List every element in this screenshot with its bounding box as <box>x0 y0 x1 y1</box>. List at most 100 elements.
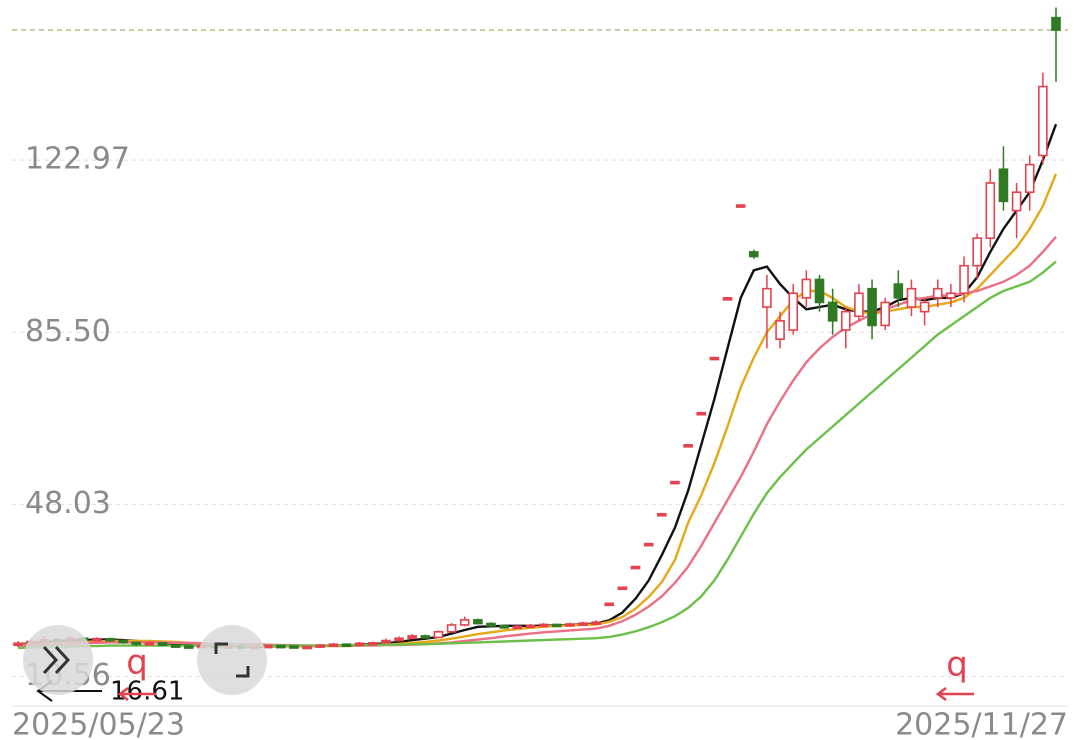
x-tick-label: 2025/05/23 <box>12 708 185 740</box>
candle <box>512 624 523 630</box>
expand-button[interactable] <box>23 625 93 695</box>
candle <box>932 279 943 308</box>
candle-body <box>591 621 601 625</box>
candle <box>827 288 838 335</box>
candle-body <box>13 642 23 647</box>
candle <box>157 642 168 647</box>
candle-body <box>407 635 417 640</box>
button-bg[interactable] <box>197 625 267 695</box>
candle <box>433 630 444 639</box>
candle <box>341 643 352 648</box>
candle-body <box>657 512 667 517</box>
candle-body <box>1038 85 1048 157</box>
candle <box>486 622 496 628</box>
candle-body <box>696 411 707 416</box>
candle-body <box>525 624 536 629</box>
y-tick-label: 160.44 <box>25 0 130 5</box>
fullscreen-button[interactable] <box>197 625 267 695</box>
candle <box>657 512 667 517</box>
y-tick-label: 122.97 <box>25 142 130 177</box>
candle-body <box>473 619 483 625</box>
candle-body <box>788 292 799 331</box>
candle-body <box>840 310 851 331</box>
candle <box>118 639 128 644</box>
candle <box>630 565 641 570</box>
candle <box>670 480 680 485</box>
candle <box>394 636 404 642</box>
candle <box>315 644 326 648</box>
candle <box>801 270 812 308</box>
candle <box>184 645 194 649</box>
candle <box>906 279 917 317</box>
candle-body <box>118 639 128 644</box>
candle-body <box>538 623 549 628</box>
candle-body <box>762 287 772 308</box>
candle <box>262 644 273 649</box>
signal-arrow <box>117 687 156 701</box>
candle-body <box>92 637 102 642</box>
candle <box>919 297 930 326</box>
candle <box>1051 7 1061 82</box>
candle-body <box>867 287 877 327</box>
candle-body <box>683 444 693 448</box>
candle-body <box>315 644 326 648</box>
candle-body <box>880 301 890 327</box>
candle-body <box>709 356 720 361</box>
candle-body <box>643 542 654 547</box>
candle-body <box>906 287 917 308</box>
candle-body <box>157 642 168 646</box>
candle-body <box>959 264 969 295</box>
candle <box>131 641 142 647</box>
candle <box>354 641 365 647</box>
candle <box>1038 72 1048 165</box>
candle <box>854 284 864 321</box>
candle-body <box>932 287 943 299</box>
candle-body <box>985 182 996 239</box>
candle <box>840 307 851 349</box>
signal-label: q <box>946 645 968 685</box>
candle-body <box>433 631 444 639</box>
candle <box>473 618 483 625</box>
candle <box>604 602 615 607</box>
candle-body <box>801 278 812 299</box>
candle-body <box>275 644 286 649</box>
candle-body <box>302 645 312 650</box>
candle-body <box>144 642 155 646</box>
fullscreen-icon <box>214 642 250 678</box>
candle <box>946 284 956 308</box>
candle-body <box>630 565 641 570</box>
candle <box>617 586 628 591</box>
candle <box>972 233 982 280</box>
candle <box>565 622 575 627</box>
candle <box>814 274 825 312</box>
signal-marker: q <box>117 643 156 701</box>
candle <box>643 542 654 547</box>
candle-body <box>341 643 352 648</box>
signal-label: q <box>126 643 148 683</box>
candle-body <box>565 623 575 627</box>
candle <box>867 279 877 340</box>
candle <box>893 270 904 308</box>
candle <box>959 256 969 303</box>
candle <box>538 623 549 628</box>
candle-body <box>814 278 825 304</box>
candle <box>302 645 312 650</box>
candle-body <box>420 635 431 639</box>
signal-arrow <box>935 687 974 701</box>
candle-body <box>328 643 339 648</box>
candle <box>499 624 509 629</box>
candle-body <box>946 292 956 299</box>
candle-body <box>381 639 391 644</box>
candle-body <box>670 480 680 485</box>
candle-body <box>748 251 759 258</box>
candle-body <box>1011 191 1022 212</box>
candle-body <box>486 622 496 627</box>
grid <box>12 29 1068 678</box>
candle-body <box>604 602 615 607</box>
candle-body <box>262 644 273 649</box>
candle <box>144 640 155 646</box>
candle <box>748 249 759 259</box>
candle <box>683 444 693 448</box>
candle-body <box>551 623 562 628</box>
